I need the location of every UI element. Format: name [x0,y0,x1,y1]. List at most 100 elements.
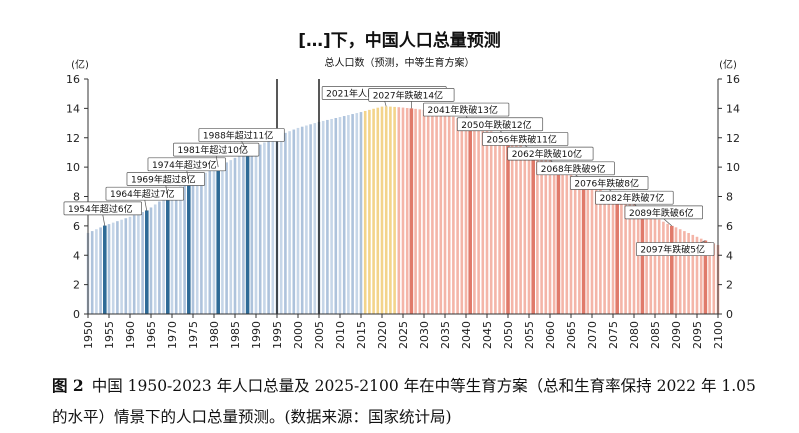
forecast-bar-2076 [615,196,619,314]
forecast-bar-2063 [561,169,564,314]
history-bar-1987 [242,153,245,314]
x-tick-label-2100: 2100 [712,321,725,349]
annotation-box [105,186,184,201]
x-tick-label-1975: 1975 [187,321,200,349]
y-tick-label-left-4: 4 [73,249,80,262]
y-tick-label-right-2: 2 [726,279,733,292]
history-bar-1951 [90,231,94,314]
annotation-label: 2076年跌破8亿 [574,178,639,190]
forecast-bar-2092 [683,231,686,314]
annotation-2050: 2050年跌破12亿 [456,117,544,139]
forecast-bar-2048 [498,134,501,314]
forecast-bar-2090 [674,227,678,314]
forecast-bar-2025 [401,107,405,314]
forecast-bar-2082 [640,211,645,314]
y-axis-unit-left: (亿) [71,58,89,71]
x-tick-label-2070: 2070 [586,321,599,349]
bar-layer [86,79,720,315]
annotation-label: 2097年跌破5亿 [640,244,705,256]
annotation-box [635,242,715,256]
annotation-2089: 2089年跌破6亿 [624,205,703,227]
annotation-pointer [102,214,106,226]
forecast-bar-2080 [632,202,636,315]
history-bar-1985 [233,157,237,314]
forecast-bar-2096 [699,238,703,314]
history-bar-1955 [107,224,111,314]
forecast-bar-2038 [456,118,459,314]
forecast-bar-2089 [670,225,674,315]
x-tick-label-2050: 2050 [502,321,515,349]
history-bar-2012 [347,115,350,314]
history-bar-1984 [229,160,233,314]
forecast-bar-2027 [409,108,414,315]
forecast-bar-2056 [531,152,535,314]
x-tick-label-1965: 1965 [145,321,158,349]
annotation-pointer [241,141,248,153]
history-bar-1956 [111,222,115,314]
annotation-box [482,132,569,146]
history-bar-2022 [389,106,392,314]
history-bar-1952 [95,229,98,314]
history-bar-2014 [355,113,359,314]
annotation-2097: 2097年跌破5亿 [635,240,715,256]
history-bar-1972 [179,186,182,314]
forecast-bar-2024 [397,107,401,314]
forecast-bar-2083 [645,213,648,314]
annotation-label: 2041年跌破13亿 [428,104,498,116]
forecast-bar-2061 [552,163,556,314]
history-bar-1988 [245,150,250,314]
annotation-1981: 1981年超过10亿 [173,142,260,168]
annotation-2068: 2068年跌破9亿 [536,161,615,183]
history-bar-1978 [204,172,207,314]
forecast-bar-2034 [439,112,443,314]
y-tick-label-right-16: 16 [726,73,740,86]
annotation-label: 2068年跌破9亿 [541,163,606,175]
x-tick-label-2020: 2020 [376,321,389,349]
history-bar-1965 [149,207,153,314]
forecast-bar-2091 [678,229,682,314]
annotation-box [624,205,703,220]
forecast-bar-2055 [527,149,531,314]
history-bar-2018 [372,108,375,314]
annotation-1988: 1988年超过11亿 [198,128,285,153]
y-tick-label-right-6: 6 [726,220,733,233]
annotation-pointer [663,218,673,227]
y-tick-label-left-8: 8 [73,191,80,204]
annotation-label: 2027年跌破14亿 [373,89,443,101]
annotation-label: 2050年跌破12亿 [461,119,531,131]
history-bar-1970 [170,192,174,314]
x-tick-label-2040: 2040 [460,321,473,349]
annotation-label: 2089年跌破6亿 [629,207,694,219]
forecast-bar-2077 [620,197,623,314]
history-bar-1960 [128,216,132,314]
history-bar-1953 [99,227,102,314]
history-bar-2017 [368,109,371,315]
forecast-bar-2041 [468,123,472,314]
forecast-bar-2071 [594,187,598,314]
history-bar-2002 [305,125,308,314]
caption-figure-label: 图 2 [52,376,84,395]
annotation-box [456,117,544,132]
annotation-2076: 2076年跌破8亿 [570,176,649,197]
forecast-bar-2095 [695,236,699,314]
y-tick-label-left-12: 12 [66,132,80,145]
forecast-bar-2064 [565,172,569,314]
forecast-bar-2067 [578,179,581,314]
history-bar-2010 [338,117,342,314]
x-tick-label-2095: 2095 [691,321,704,349]
chart-subtitle: 总人口数（预测，中等生育方案） [324,58,475,69]
history-bar-1966 [153,204,157,314]
history-bar-2011 [342,116,346,314]
annotation-box [126,172,205,186]
history-bar-2000 [296,127,300,314]
x-tick-label-1955: 1955 [103,321,116,349]
x-tick-label-2010: 2010 [334,321,347,349]
forecast-bar-2057 [536,154,539,314]
forecast-bar-2065 [569,174,573,314]
forecast-bar-2030 [422,109,426,314]
forecast-bar-2086 [657,219,661,314]
history-bar-1979 [208,170,212,314]
forecast-bar-2028 [414,108,417,314]
annotation-box [368,88,455,102]
forecast-bar-2052 [515,142,518,314]
